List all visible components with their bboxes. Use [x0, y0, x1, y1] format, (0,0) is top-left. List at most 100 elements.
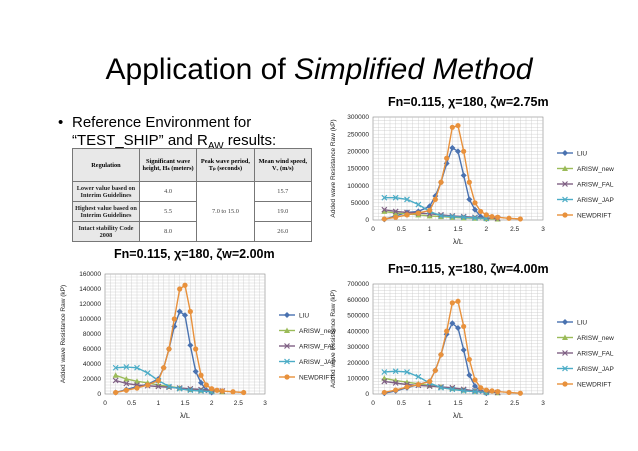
y-tick-label: 140000 [79, 286, 101, 293]
title-italic: Simplified Method [294, 53, 533, 86]
data-point [193, 346, 199, 352]
legend-marker [562, 381, 568, 387]
y-tick-label: 400000 [347, 328, 369, 335]
series-arisw-jap [112, 364, 215, 395]
x-tick-label: 1 [428, 226, 432, 233]
y-tick-label: 40000 [83, 361, 101, 368]
legend-label: ARISW_new [299, 328, 336, 335]
data-point [134, 364, 140, 371]
data-point [460, 347, 467, 353]
y-tick-label: 0 [97, 391, 101, 398]
chart-2-75m: 0 0.5 1 1.5 2 2.5 3 0 50000 100000 150000 200000 250… [330, 114, 614, 246]
data-point [176, 385, 183, 392]
x-tick-label: 2 [485, 400, 489, 407]
table-cell-wind: 19.0 [253, 201, 313, 222]
data-point [392, 380, 399, 386]
table-row: Highest value based on Interim Guideline… [72, 201, 313, 222]
series-newdrift [113, 282, 247, 396]
data-point [381, 216, 387, 222]
table-row-label: Highest value based on Interim Guideline… [72, 201, 140, 222]
data-point [198, 388, 204, 394]
data-point [438, 384, 444, 391]
data-point [466, 356, 472, 363]
data-point [438, 179, 444, 185]
data-point [415, 210, 421, 216]
data-point [444, 155, 450, 161]
title-prefix: Application of [105, 53, 294, 86]
legend-label: ARISW_JAP [299, 359, 336, 366]
x-axis-label: λ/L [453, 411, 463, 420]
data-point [134, 378, 140, 384]
data-point [449, 144, 456, 151]
legend: LIU ARISW_new ARISW_FAL ARISW_JAP NEWDRIFT [557, 150, 614, 219]
data-point [517, 390, 523, 396]
x-tick-label: 0.5 [127, 400, 136, 407]
data-point [144, 370, 151, 376]
data-point [455, 148, 461, 155]
data-point [198, 379, 204, 386]
data-point [495, 214, 501, 220]
data-point [478, 208, 484, 215]
chart-title-4-00m: Fn=0.115, χ=180, ζw=4.00m [388, 262, 549, 276]
legend-marker [562, 319, 568, 325]
data-point [449, 124, 455, 130]
y-axis-label: Added wave Resistance Raw (kP) [330, 290, 337, 388]
x-tick-label: 2 [485, 226, 489, 233]
bullet-point: • Reference Environment for “TEST_SHIP” … [58, 114, 312, 156]
grid [373, 284, 543, 394]
y-tick-label: 100000 [347, 375, 369, 382]
x-tick-label: 1.5 [453, 226, 462, 233]
data-point [381, 206, 388, 213]
data-point [432, 196, 438, 202]
data-point [449, 320, 456, 327]
data-point [495, 389, 501, 395]
series-newdrift [381, 298, 523, 396]
y-tick-label: 250000 [347, 131, 369, 138]
x-tick-label: 2.5 [510, 400, 519, 407]
table-header-row: Regulation Significant wave height, Hₛ (… [72, 148, 313, 182]
data-point [472, 206, 478, 213]
data-point [427, 207, 433, 213]
x-tick-label: 0 [103, 400, 107, 407]
data-point [472, 388, 478, 395]
x-axis-label: λ/L [453, 237, 463, 246]
grid [373, 117, 543, 220]
series-newdrift [381, 122, 523, 222]
y-tick-label: 60000 [83, 346, 101, 353]
y-tick-label: 200000 [347, 149, 369, 156]
legend: LIU ARISW_new ARISW_FAL ARISW_JAP NEWDRIFT [279, 312, 336, 381]
data-point [460, 214, 467, 221]
data-point [483, 387, 489, 393]
chart-4-00m: 0 0.5 1 1.5 2 2.5 3 0 100000 200000 300000 400000 50… [330, 281, 614, 420]
x-tick-label: 0.5 [397, 226, 406, 233]
legend: LIU ARISW_new ARISW_FAL ARISW_JAP NEWDRIFT [557, 319, 614, 388]
x-tick-label: 1 [157, 400, 161, 407]
data-point [438, 212, 444, 219]
bullet-text-sub: AW [207, 141, 224, 152]
y-axis-label: Added wave Resistance Raw (kP) [60, 285, 67, 383]
data-point [182, 282, 188, 288]
data-point [123, 376, 130, 382]
bullet-text-main: Reference Environment for “TEST_SHIP” an… [72, 114, 252, 149]
legend-label: ARISW_JAP [577, 197, 614, 204]
data-point [466, 196, 473, 203]
data-point [415, 373, 422, 380]
data-point [112, 372, 119, 378]
legend-label: NEWDRIFT [577, 212, 611, 219]
data-point [466, 179, 472, 185]
data-point [381, 208, 388, 214]
y-tick-label: 600000 [347, 297, 369, 304]
x-tick-label: 3 [541, 400, 545, 407]
data-point [112, 364, 119, 371]
data-point [392, 368, 399, 375]
data-point [472, 383, 478, 390]
data-point [506, 389, 512, 396]
data-point [455, 298, 461, 304]
legend-marker [562, 165, 568, 171]
data-point [404, 369, 410, 375]
legend-label: ARISW_new [577, 166, 614, 173]
data-point [171, 316, 177, 322]
legend-marker [562, 334, 568, 340]
y-axis-label: Added wave Resistance Raw (kP) [330, 119, 337, 217]
data-point [203, 382, 209, 388]
